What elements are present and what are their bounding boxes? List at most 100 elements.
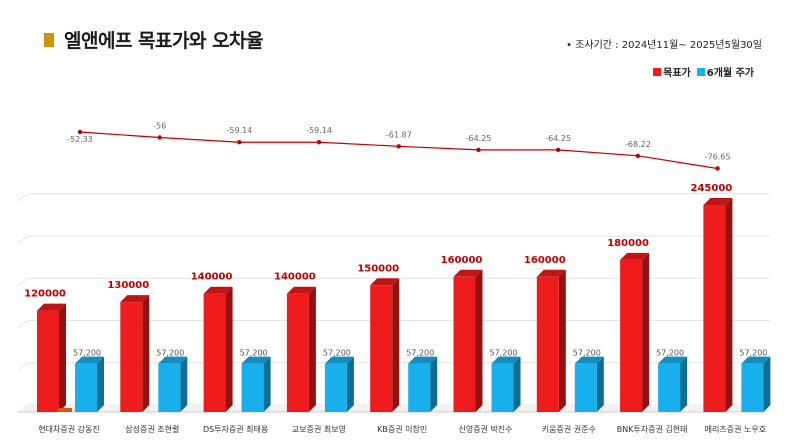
- price-bar-1-top: [158, 356, 188, 364]
- target-bar-2: [203, 293, 226, 412]
- target-bar-5-side: [475, 269, 483, 412]
- title-area: 엘앤에프 목표가와 오차율: [44, 26, 264, 53]
- price-bar-0: [75, 363, 97, 412]
- target-bar-2-top: [203, 286, 233, 294]
- target-bar-7-top: [620, 252, 650, 260]
- target-value-label-7: 180000: [607, 238, 649, 249]
- error-rate-point-2: [237, 140, 242, 145]
- error-rate-label-6: -64.25: [545, 134, 571, 143]
- target-bar-2-side: [225, 286, 233, 412]
- legend-label-price: 6개월 주가: [706, 68, 754, 79]
- price-bar-6-side: [596, 356, 604, 412]
- error-rate-label-4: -61.87: [386, 130, 412, 139]
- target-bar-7-side: [642, 252, 650, 412]
- target-bar-4-side: [392, 278, 400, 412]
- error-rate-point-5: [476, 147, 481, 153]
- error-rate-label-5: -64.25: [466, 134, 492, 143]
- chart-title: 엘앤에프 목표가와 오차율: [64, 30, 264, 52]
- price-bar-3-side: [346, 356, 354, 412]
- price-value-label-6: 57,200: [573, 349, 601, 358]
- target-bar-3: [286, 293, 309, 412]
- error-rate-point-8: [715, 166, 720, 171]
- target-bar-5: [453, 276, 476, 412]
- target-bar-3-top: [286, 286, 316, 294]
- price-bar-7-top: [658, 356, 688, 364]
- target-value-label-1: 130000: [107, 280, 149, 291]
- price-bar-2-top: [241, 356, 271, 364]
- target-bar-0-side: [59, 303, 66, 412]
- category-label-1: 삼성증권 조현렬: [125, 424, 179, 434]
- grid-line-depth-2: [17, 320, 29, 328]
- target-bar-4-top: [370, 278, 400, 286]
- price-bar-4: [408, 363, 431, 412]
- grid-line-depth-5: [17, 193, 29, 202]
- target-bar-0-top: [37, 303, 66, 311]
- target-bar-5-top: [453, 269, 483, 277]
- price-bar-8: [741, 363, 764, 412]
- error-rate-label-0: -52.33: [67, 135, 93, 144]
- target-bar-6: [536, 276, 559, 412]
- price-bar-1-side: [180, 356, 188, 412]
- price-value-label-2: 57,200: [240, 349, 268, 358]
- target-bar-1-side: [142, 295, 150, 412]
- price-bar-2-side: [263, 356, 271, 412]
- price-bar-2: [241, 363, 264, 412]
- price-bar-0-top: [75, 356, 104, 364]
- category-label-4: KB증권 이창민: [377, 424, 427, 434]
- price-bar-5: [491, 363, 514, 412]
- price-bar-4-side: [430, 356, 438, 412]
- legend-item-price: 6개월 주가: [696, 64, 754, 79]
- target-bar-8-side: [725, 197, 733, 412]
- target-bar-6-side: [558, 269, 566, 412]
- error-rate-label-1: -56: [153, 122, 166, 131]
- grid-line-depth-1: [17, 362, 29, 371]
- price-bar-3: [324, 363, 347, 412]
- legend: 목표가 6개월 주가: [647, 64, 754, 79]
- price-bar-0-side: [97, 356, 104, 412]
- error-rate-label-8: -76.65: [705, 152, 731, 161]
- price-bar-7-side: [680, 356, 688, 412]
- price-bar-8-top: [741, 356, 771, 364]
- price-bar-3-top: [324, 356, 354, 364]
- target-bar-1: [120, 302, 143, 412]
- legend-label-target: 목표가: [663, 68, 691, 79]
- target-value-label-0: 120000: [24, 289, 66, 300]
- price-value-label-0: 57,200: [73, 349, 101, 358]
- target-bar-8: [703, 204, 726, 412]
- price-value-label-4: 57,200: [406, 349, 434, 358]
- target-value-label-8: 245000: [691, 183, 733, 194]
- price-bar-1: [158, 363, 181, 412]
- legend-swatch-target: [653, 67, 662, 76]
- error-rate-label-2: -59.14: [227, 126, 253, 135]
- error-rate-point-7: [635, 153, 641, 159]
- category-label-0: 현대차증권 강동진: [38, 424, 99, 434]
- legend-item-target: 목표가: [653, 64, 691, 79]
- category-label-5: 신영증권 박진수: [458, 424, 512, 434]
- price-value-label-3: 57,200: [323, 349, 351, 358]
- target-bar-8-top: [703, 197, 733, 205]
- target-bar-0: [37, 310, 59, 412]
- target-bar-4: [370, 285, 393, 412]
- survey-period: • 조사기간 : 2024년11월~ 2025년5월30일: [566, 40, 762, 51]
- price-bar-6-top: [574, 356, 604, 364]
- price-value-label-1: 57,200: [156, 349, 184, 358]
- price-value-label-7: 57,200: [656, 349, 684, 358]
- error-rate-point-0: [77, 129, 83, 135]
- grid-line-depth-3: [17, 277, 29, 286]
- error-rate-label-7: -68.22: [625, 140, 651, 149]
- legend-swatch-price: [696, 67, 705, 76]
- price-bar-5-top: [491, 356, 521, 364]
- target-value-label-2: 140000: [191, 272, 233, 283]
- error-rate-point-3: [316, 140, 322, 145]
- target-value-label-5: 160000: [441, 255, 483, 266]
- error-rate-label-3: -59.14: [306, 126, 332, 135]
- floor-marker: [58, 408, 72, 412]
- target-value-label-6: 160000: [524, 255, 566, 266]
- price-bar-7: [658, 363, 681, 412]
- error-rate-point-4: [396, 144, 401, 149]
- price-bar-5-side: [513, 356, 521, 412]
- target-value-label-3: 140000: [274, 272, 316, 283]
- target-bar-6-top: [536, 269, 566, 277]
- target-value-label-4: 150000: [357, 263, 399, 274]
